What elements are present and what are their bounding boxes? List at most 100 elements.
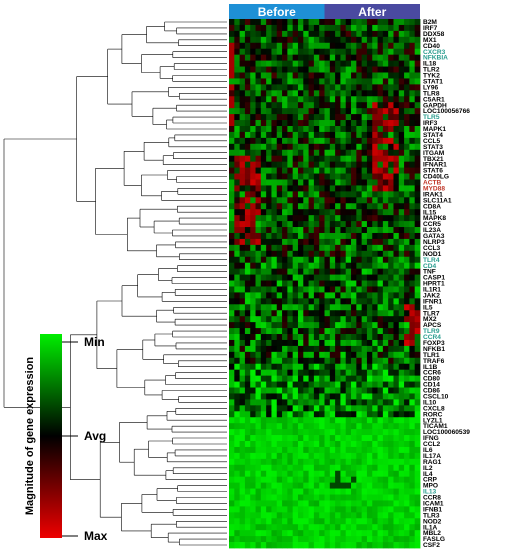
heatmap-cell	[377, 494, 384, 501]
heatmap-cell	[382, 90, 389, 97]
gene-label: CD4	[423, 263, 437, 270]
heatmap-cell	[414, 19, 421, 26]
heatmap-cell	[366, 441, 373, 448]
heatmap-cell	[398, 458, 405, 466]
heatmap-cell	[260, 488, 267, 495]
heatmap-cell	[319, 131, 325, 139]
heatmap-cell	[303, 423, 309, 430]
heatmap-cell	[250, 393, 256, 400]
heatmap-cell	[377, 185, 384, 192]
heatmap-cell	[239, 66, 246, 73]
heatmap-cell	[366, 221, 373, 228]
heatmap-cell	[255, 351, 262, 359]
heatmap-cell	[414, 441, 421, 448]
heatmap-cell	[372, 512, 378, 519]
heatmap-cell	[398, 399, 405, 406]
heatmap-cell	[271, 488, 278, 495]
heatmap-cell	[351, 179, 357, 186]
heatmap-cell	[377, 530, 384, 537]
heatmap-cell	[414, 114, 421, 121]
heatmap-cell	[313, 458, 320, 466]
heatmap-cell	[271, 274, 278, 281]
heatmap-cell	[234, 506, 241, 513]
gene-label: CCR4	[423, 334, 441, 341]
heatmap-cell	[414, 393, 421, 400]
heatmap-cell	[398, 143, 405, 151]
heatmap-cell	[414, 143, 421, 151]
heatmap-cell	[377, 375, 384, 382]
heatmap-cell	[351, 363, 357, 371]
heatmap-cell	[329, 351, 336, 359]
heatmap-cell	[271, 339, 278, 347]
heatmap-cell	[356, 328, 363, 335]
heatmap-cell	[345, 488, 352, 495]
heatmap-cell	[266, 221, 272, 228]
heatmap-cell	[319, 256, 325, 264]
heatmap-cell	[372, 298, 378, 305]
heatmap-cell	[282, 161, 288, 168]
gene-label: LOC100056766	[423, 108, 470, 115]
heatmap-cell	[229, 488, 235, 495]
heatmap-cell	[260, 24, 267, 32]
heatmap-cell	[260, 476, 267, 484]
heatmap-cell	[282, 446, 288, 454]
heatmap-cell	[382, 536, 389, 543]
heatmap-cell	[297, 351, 304, 359]
heatmap-cell	[340, 524, 347, 531]
heatmap-cell	[287, 482, 294, 489]
heatmap-cell	[393, 488, 400, 495]
heatmap-cell	[345, 108, 352, 115]
heatmap-cell	[361, 423, 368, 430]
heatmap-cell	[340, 351, 347, 359]
heatmap-cell	[414, 42, 421, 50]
heatmap-cell	[366, 405, 373, 412]
heatmap-cell	[292, 173, 299, 180]
heatmap-cell	[366, 19, 373, 26]
heatmap-cell	[388, 36, 394, 44]
heatmap-cell	[351, 90, 357, 97]
heatmap-cell	[271, 322, 278, 329]
heatmap-cell	[335, 423, 341, 430]
heatmap-cell	[271, 227, 278, 234]
heatmap-cell	[266, 435, 272, 442]
heatmap-cell	[393, 482, 400, 489]
heatmap-cell	[287, 310, 294, 317]
heatmap-cell	[398, 215, 405, 222]
heatmap-cell	[297, 167, 304, 174]
heatmap-cell	[234, 24, 241, 32]
heatmap-cell	[271, 310, 278, 317]
heatmap-cell	[366, 143, 373, 151]
heatmap-cell	[388, 274, 394, 281]
heatmap-cell	[414, 238, 421, 246]
heatmap-cell	[276, 203, 283, 210]
heatmap-cell	[244, 429, 251, 436]
heatmap-cell	[409, 131, 416, 139]
heatmap-cell	[308, 114, 315, 121]
heatmap-cell	[287, 72, 294, 79]
heatmap-cell	[260, 179, 267, 186]
heatmap-cell	[271, 125, 278, 133]
heatmap-cell	[340, 345, 347, 353]
heatmap-cell	[271, 452, 278, 460]
heatmap-cell	[404, 143, 410, 151]
heatmap-cell	[340, 322, 347, 329]
heatmap-cell	[361, 191, 368, 198]
heatmap-cell	[260, 262, 267, 270]
heatmap-cell	[239, 488, 246, 495]
heatmap-cell	[260, 72, 267, 79]
heatmap-cell	[372, 339, 378, 347]
heatmap-cell	[303, 542, 309, 549]
heatmap-cell	[260, 167, 267, 174]
heatmap-cell	[319, 250, 325, 258]
heatmap-cell	[282, 197, 288, 204]
heatmap-cell	[366, 24, 373, 32]
heatmap-cell	[244, 161, 251, 168]
heatmap-cell	[250, 441, 256, 448]
heatmap-cell	[324, 221, 331, 228]
heatmap-cell	[229, 375, 235, 382]
heatmap-cell	[255, 363, 262, 371]
heatmap-cell	[313, 429, 320, 436]
heatmap-cell	[393, 250, 400, 258]
heatmap-cell	[313, 60, 320, 67]
